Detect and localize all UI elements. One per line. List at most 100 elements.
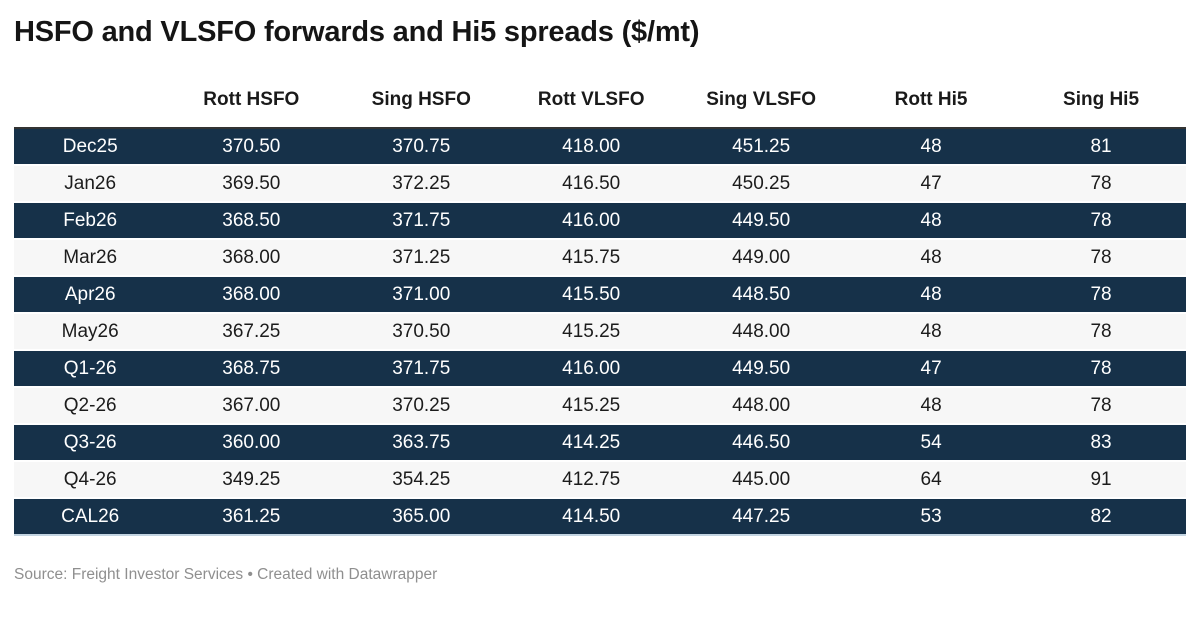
value-cell: 446.50	[732, 431, 791, 453]
value-cell: 451.25	[732, 135, 791, 157]
value-cell: 361.25	[222, 505, 281, 527]
row-label-cell: Dec25	[62, 135, 118, 157]
table-row: Jan26 369.50 372.25 416.50 450.25 47 78	[14, 165, 1186, 202]
value-cell: 368.00	[222, 246, 281, 268]
value-cell: 416.50	[562, 172, 621, 194]
value-cell: 370.50	[222, 135, 281, 157]
value-cell: 368.00	[222, 283, 281, 305]
value-cell: 78	[1090, 283, 1112, 305]
value-cell: 449.00	[732, 246, 791, 268]
row-label-cell: Q1-26	[63, 357, 117, 379]
value-cell: 83	[1090, 431, 1112, 453]
source-attribution: Source: Freight Investor Services • Crea…	[14, 566, 438, 583]
table-row: May26 367.25 370.50 415.25 448.00 48 78	[14, 313, 1186, 350]
row-label-cell: Mar26	[63, 246, 118, 268]
value-cell: 54	[920, 431, 942, 453]
value-cell: 450.25	[732, 172, 791, 194]
column-header: Sing HSFO	[371, 89, 471, 110]
value-cell: 449.50	[732, 357, 791, 379]
value-cell: 371.00	[392, 283, 451, 305]
value-cell: 78	[1090, 246, 1112, 268]
value-cell: 368.50	[222, 209, 281, 231]
forwards-table: Rott HSFO Sing HSFO Rott VLSFO Sing VLSFO Ro…	[14, 89, 1186, 536]
column-header: Rott Hi5	[894, 89, 968, 110]
value-cell: 448.00	[732, 320, 791, 342]
value-cell: 363.75	[392, 431, 451, 453]
table-row: Q3-26 360.00 363.75 414.25 446.50 54 83	[14, 424, 1186, 461]
value-cell: 354.25	[392, 468, 451, 490]
value-cell: 414.50	[562, 505, 621, 527]
table-row: Q1-26 368.75 371.75 416.00 449.50 47 78	[14, 350, 1186, 387]
table-row: Q4-26 349.25 354.25 412.75 445.00 64 91	[14, 461, 1186, 498]
value-cell: 78	[1090, 394, 1112, 416]
value-cell: 78	[1090, 209, 1112, 231]
value-cell: 372.25	[392, 172, 451, 194]
value-cell: 371.75	[392, 357, 451, 379]
value-cell: 415.25	[562, 320, 621, 342]
table-body: Dec25 370.50 370.75 418.00 451.25 48 81 Jan26 36…	[14, 128, 1186, 535]
table-header-row: Rott HSFO Sing HSFO Rott VLSFO Sing VLSFO Ro…	[14, 89, 1186, 128]
value-cell: 416.00	[562, 209, 621, 231]
value-cell: 48	[920, 394, 942, 416]
table-row: Mar26 368.00 371.25 415.75 449.00 48 78	[14, 239, 1186, 276]
value-cell: 369.50	[222, 172, 281, 194]
value-cell: 370.25	[392, 394, 451, 416]
value-cell: 445.00	[732, 468, 791, 490]
value-cell: 48	[920, 135, 942, 157]
column-header: Rott HSFO	[203, 89, 300, 110]
column-header: Sing VLSFO	[706, 89, 817, 110]
column-header: Sing Hi5	[1063, 89, 1140, 110]
value-cell: 371.75	[392, 209, 451, 231]
value-cell: 47	[920, 172, 942, 194]
value-cell: 349.25	[222, 468, 281, 490]
value-cell: 48	[920, 283, 942, 305]
column-header: Rott VLSFO	[537, 89, 645, 110]
value-cell: 370.75	[392, 135, 451, 157]
row-label-cell: CAL26	[61, 505, 120, 527]
value-cell: 415.75	[562, 246, 621, 268]
value-cell: 360.00	[222, 431, 281, 453]
value-cell: 78	[1090, 357, 1112, 379]
value-cell: 367.25	[222, 320, 281, 342]
value-cell: 412.75	[562, 468, 621, 490]
value-cell: 81	[1090, 135, 1112, 157]
chart-title: HSFO and VLSFO forwards and Hi5 spreads …	[14, 16, 700, 48]
row-label-cell: Feb26	[63, 209, 118, 231]
value-cell: 91	[1090, 468, 1112, 490]
row-label-cell: Q4-26	[63, 468, 117, 490]
value-cell: 48	[920, 209, 942, 231]
value-cell: 367.00	[222, 394, 281, 416]
value-cell: 415.50	[562, 283, 621, 305]
table-header: Rott HSFO Sing HSFO Rott VLSFO Sing VLSFO Ro…	[14, 89, 1186, 128]
value-cell: 48	[920, 320, 942, 342]
value-cell: 365.00	[392, 505, 451, 527]
value-cell: 371.25	[392, 246, 451, 268]
row-label-cell: Jan26	[64, 172, 117, 194]
value-cell: 48	[920, 246, 942, 268]
table-row: Apr26 368.00 371.00 415.50 448.50 48 78	[14, 276, 1186, 313]
value-cell: 448.00	[732, 394, 791, 416]
row-label-cell: Q3-26	[63, 431, 117, 453]
row-label-column-header	[14, 89, 166, 128]
value-cell: 82	[1090, 505, 1112, 527]
row-label-cell: Apr26	[64, 283, 116, 305]
value-cell: 418.00	[562, 135, 621, 157]
table-row: Feb26 368.50 371.75 416.00 449.50 48 78	[14, 202, 1186, 239]
value-cell: 449.50	[732, 209, 791, 231]
value-cell: 368.75	[222, 357, 281, 379]
value-cell: 78	[1090, 172, 1112, 194]
value-cell: 53	[920, 505, 942, 527]
value-cell: 78	[1090, 320, 1112, 342]
value-cell: 64	[920, 468, 942, 490]
row-label-cell: Q2-26	[63, 394, 117, 416]
value-cell: 47	[920, 357, 942, 379]
value-cell: 414.25	[562, 431, 621, 453]
table-row: Dec25 370.50 370.75 418.00 451.25 48 81	[14, 128, 1186, 165]
value-cell: 447.25	[732, 505, 791, 527]
table-row: Q2-26 367.00 370.25 415.25 448.00 48 78	[14, 387, 1186, 424]
value-cell: 370.50	[392, 320, 451, 342]
value-cell: 415.25	[562, 394, 621, 416]
row-label-cell: May26	[61, 320, 119, 342]
table-row: CAL26 361.25 365.00 414.50 447.25 53 82	[14, 498, 1186, 535]
value-cell: 416.00	[562, 357, 621, 379]
